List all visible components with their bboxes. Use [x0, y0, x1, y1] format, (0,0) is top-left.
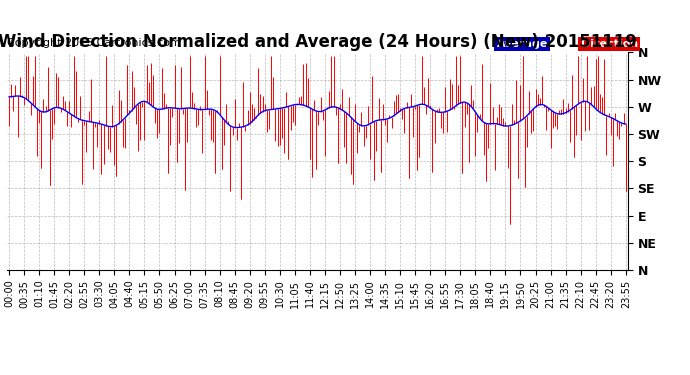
Text: Direction: Direction [581, 39, 638, 49]
Text: Copyright 2015 Cartronics.com: Copyright 2015 Cartronics.com [7, 38, 181, 48]
Text: Average: Average [497, 39, 548, 49]
Title: Wind Direction Normalized and Average (24 Hours) (New) 20151119: Wind Direction Normalized and Average (2… [0, 33, 637, 51]
